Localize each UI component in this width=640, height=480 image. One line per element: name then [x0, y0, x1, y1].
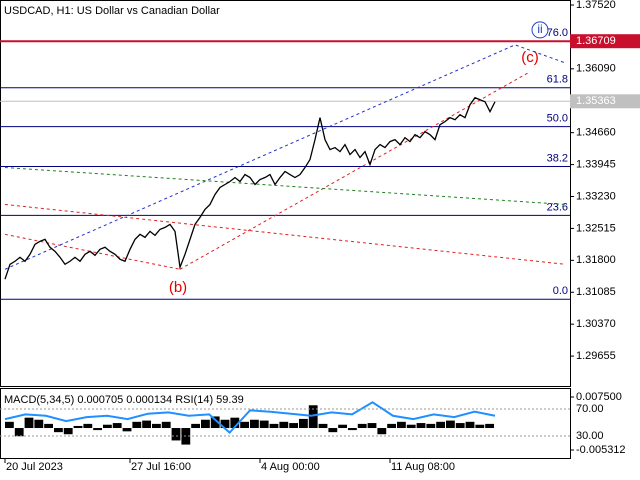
macd-bar — [161, 421, 171, 429]
macd-bar — [112, 423, 122, 429]
y-tick-label: 1.36090 — [576, 63, 616, 75]
macd-tick-label: -0.005312 — [576, 444, 626, 456]
macd-bar — [308, 405, 318, 429]
macd-bar — [220, 419, 230, 429]
macd-bar — [387, 423, 397, 429]
price-line-series — [4, 96, 496, 280]
macd-bar — [377, 428, 387, 435]
macd-bar — [455, 423, 465, 429]
macd-bar — [83, 423, 93, 429]
macd-bar — [201, 419, 210, 429]
y-tick-label: 1.29655 — [576, 350, 616, 362]
x-tick-label: 20 Jul 2023 — [6, 461, 63, 473]
macd-bar — [406, 424, 416, 429]
main-pane: 76.0 61.8 50.0 38.2 23.6 0.0 (b) (c) ii — [0, 21, 570, 300]
fib-label: 23.6 — [547, 201, 568, 213]
macd-bar — [24, 417, 34, 429]
macd-bar — [446, 420, 455, 429]
y-tick-label: 1.32515 — [576, 222, 616, 234]
macd-bar — [475, 424, 485, 429]
axes: 1.37520 1.36090 1.34660 1.33945 1.33230 1.325… — [4, 0, 640, 473]
macd-bar — [142, 420, 152, 429]
macd-bar — [250, 419, 259, 429]
chart-title: USDCAD, H1: US Dollar vs Canadian Dollar — [4, 5, 220, 17]
macd-bar — [485, 423, 495, 429]
macd-bar — [103, 424, 112, 429]
fib-label: 76.0 — [547, 27, 568, 39]
fib-label: 0.0 — [553, 285, 568, 297]
macd-bar — [416, 423, 426, 429]
y-tick-label: 1.31800 — [576, 254, 616, 266]
wave-label: (b) — [169, 279, 187, 296]
macd-bar — [436, 421, 446, 429]
macd-bar — [93, 428, 103, 431]
indicator-pane — [0, 401, 570, 445]
macd-bar — [299, 418, 308, 429]
wave-label: (c) — [521, 49, 539, 66]
macd-bar — [348, 428, 357, 431]
main-frame — [0, 0, 571, 387]
macd-bar — [338, 424, 348, 429]
price-tag-label: 1.36709 — [576, 35, 616, 47]
macd-bar — [171, 428, 181, 441]
macd-bar — [191, 423, 201, 429]
y-tick-label: 1.30370 — [576, 318, 616, 330]
macd-bar — [318, 423, 328, 429]
macd-bar — [357, 423, 367, 429]
rsi-line — [4, 401, 496, 435]
macd-bar — [210, 416, 220, 429]
macd-bar — [14, 428, 24, 437]
macd-bar — [63, 428, 73, 435]
trend-line — [4, 203, 566, 265]
x-tick-label: 11 Aug 08:00 — [391, 461, 455, 473]
x-tick-label: 27 Jul 16:00 — [131, 461, 191, 473]
x-tick-label: 4 Aug 00:00 — [261, 461, 320, 473]
price-tag — [570, 34, 640, 49]
wave-label: ii — [537, 22, 542, 36]
macd-bar — [122, 428, 132, 432]
price-tag-label: 1.35363 — [576, 95, 616, 107]
fib-label: 50.0 — [547, 113, 568, 125]
y-tick-label: 1.34660 — [576, 127, 616, 139]
macd-bar — [240, 421, 250, 429]
y-tick-label: 1.33945 — [576, 158, 616, 170]
macd-bar — [152, 423, 161, 429]
macd-bar — [34, 419, 44, 429]
macd-bar — [289, 423, 299, 429]
y-tick-label: 1.31085 — [576, 286, 616, 298]
macd-bar — [54, 428, 63, 433]
indicator-title: MACD(5,34,5) 0.000705 0.000134 RSI(14) 5… — [4, 394, 244, 406]
fib-label: 61.8 — [547, 74, 568, 86]
rsi-tick-label: 70.00 — [576, 403, 604, 415]
macd-bar — [397, 421, 406, 429]
price-tag — [570, 94, 640, 109]
macd-bar — [269, 423, 279, 429]
macd-bar — [132, 421, 142, 429]
macd-bar — [426, 423, 436, 429]
macd-bar — [367, 423, 377, 429]
fib-label: 38.2 — [547, 152, 568, 164]
macd-bar — [328, 428, 338, 433]
macd-bar — [465, 421, 475, 429]
y-tick-label: 1.33230 — [576, 190, 616, 202]
macd-bar — [230, 417, 240, 429]
macd-bar — [44, 423, 54, 429]
macd-bar — [5, 421, 14, 429]
macd-bar — [259, 420, 269, 429]
macd-bar — [279, 421, 289, 429]
macd-bar — [73, 425, 83, 429]
y-tick-label: 1.37520 — [576, 0, 616, 11]
trend-line — [179, 71, 531, 270]
macd-tick-label: 0.007500 — [576, 391, 622, 403]
rsi-tick-label: 30.00 — [576, 430, 604, 442]
wave-circle — [531, 21, 549, 39]
